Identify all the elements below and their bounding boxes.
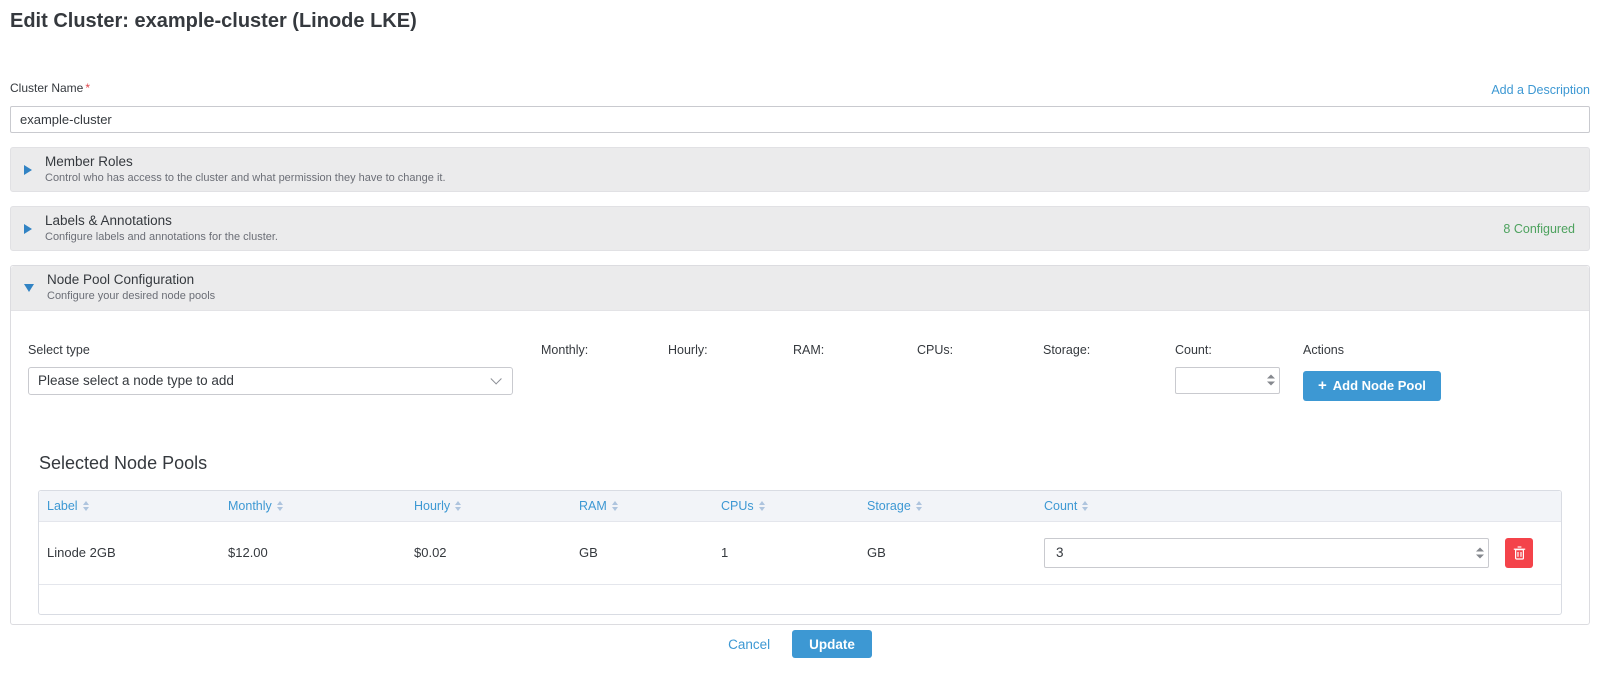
pool-count-input[interactable]	[1044, 537, 1489, 568]
sort-icon	[758, 500, 765, 511]
expand-arrow-icon[interactable]	[24, 223, 32, 234]
node-pool-configuration-panel: Node Pool Configuration Configure your d…	[10, 265, 1590, 625]
actions-label: Actions	[1303, 342, 1344, 357]
sort-icon	[276, 500, 283, 511]
cluster-name-row: Cluster Name * Add a Description	[10, 79, 1590, 97]
member-roles-subtitle: Control who has access to the cluster an…	[45, 171, 446, 184]
select-type-label: Select type	[28, 342, 90, 357]
pool-ram-cell: GB	[579, 545, 598, 561]
stepper-down-icon[interactable]	[1476, 554, 1484, 559]
node-pool-title: Node Pool Configuration	[47, 272, 195, 288]
labels-annotations-accordion[interactable]: Labels & Annotations Configure labels an…	[10, 206, 1590, 252]
stepper-down-icon[interactable]	[1267, 381, 1275, 386]
chevron-down-icon	[490, 372, 502, 385]
table-header-count[interactable]: Count	[1036, 499, 1505, 513]
pool-label-cell: Linode 2GB	[47, 545, 116, 561]
stepper-up-icon[interactable]	[1267, 374, 1275, 379]
edit-cluster-page: Edit Cluster: example-cluster (Linode LK…	[10, 10, 1590, 625]
sort-icon	[455, 500, 462, 511]
count-label: Count:	[1175, 342, 1212, 357]
hourly-label: Hourly:	[668, 342, 708, 357]
labels-annotations-title: Labels & Annotations	[45, 213, 172, 229]
add-description-link[interactable]: Add a Description	[1491, 83, 1590, 97]
cancel-button[interactable]: Cancel	[728, 636, 771, 652]
plus-icon: +	[1318, 377, 1327, 395]
node-pool-accordion-header[interactable]: Node Pool Configuration Configure your d…	[11, 266, 1589, 311]
form-footer: Cancel Update	[0, 630, 1600, 658]
trash-icon	[1513, 545, 1525, 560]
table-empty-row	[39, 583, 1561, 614]
monthly-label: Monthly:	[541, 342, 589, 357]
collapse-arrow-icon[interactable]	[24, 283, 34, 292]
table-header-storage[interactable]: Storage	[859, 499, 1036, 513]
page-title: Edit Cluster: example-cluster (Linode LK…	[10, 10, 417, 32]
table-header-monthly[interactable]: Monthly	[220, 499, 406, 513]
add-node-pool-button[interactable]: + Add Node Pool	[1303, 370, 1441, 401]
sort-icon	[1082, 500, 1089, 511]
member-roles-header: Member Roles Control who has access to t…	[24, 154, 446, 185]
table-header-row: Label Monthly Hourly RAM	[39, 490, 1561, 521]
table-header-label[interactable]: Label	[39, 499, 220, 513]
table-header-cpus[interactable]: CPUs	[713, 499, 859, 513]
table-row: Linode 2GB $12.00 $0.02 GB 1 GB	[39, 520, 1561, 584]
table-header-hourly[interactable]: Hourly	[406, 499, 571, 513]
member-roles-accordion[interactable]: Member Roles Control who has access to t…	[10, 147, 1590, 193]
storage-label: Storage:	[1043, 342, 1091, 357]
node-type-select-value: Please select a node type to add	[38, 373, 234, 389]
node-type-select[interactable]: Please select a node type to add	[28, 366, 513, 395]
cpus-label: CPUs:	[917, 342, 954, 357]
cluster-name-label: Cluster Name	[10, 81, 84, 95]
stepper-up-icon[interactable]	[1476, 547, 1484, 552]
selected-node-pools-heading: Selected Node Pools	[39, 452, 208, 473]
delete-pool-button[interactable]	[1505, 537, 1533, 568]
pool-hourly-cell: $0.02	[414, 545, 447, 561]
required-asterisk: *	[85, 81, 91, 95]
pool-storage-cell: GB	[867, 545, 886, 561]
count-input[interactable]	[1175, 366, 1280, 394]
sort-icon	[82, 500, 89, 511]
count-stepper[interactable]	[1267, 374, 1275, 386]
labels-annotations-subtitle: Configure labels and annotations for the…	[45, 231, 278, 244]
pool-count-stepper[interactable]	[1476, 547, 1484, 559]
add-node-pool-button-label: Add Node Pool	[1332, 378, 1426, 394]
cluster-name-label-group: Cluster Name *	[10, 79, 90, 97]
node-pool-panel-body: Select type Please select a node type to…	[11, 311, 1589, 624]
update-button[interactable]: Update	[792, 630, 872, 658]
member-roles-title: Member Roles	[45, 154, 133, 169]
pool-cpus-cell: 1	[721, 545, 729, 561]
add-node-pool-form: Select type Please select a node type to…	[28, 343, 1572, 401]
table-header-ram[interactable]: RAM	[571, 499, 713, 513]
cluster-name-input[interactable]	[10, 106, 1590, 133]
sort-icon	[915, 500, 922, 511]
node-pool-subtitle: Configure your desired node pools	[47, 290, 216, 303]
selected-node-pools-table: Label Monthly Hourly RAM	[38, 489, 1562, 615]
labels-annotations-header: Labels & Annotations Configure labels an…	[24, 213, 278, 244]
sort-icon	[611, 500, 618, 511]
configured-count-badge: 8 Configured	[1503, 221, 1575, 236]
ram-label: RAM:	[793, 342, 825, 357]
expand-arrow-icon[interactable]	[24, 164, 32, 175]
pool-monthly-cell: $12.00	[228, 545, 268, 561]
